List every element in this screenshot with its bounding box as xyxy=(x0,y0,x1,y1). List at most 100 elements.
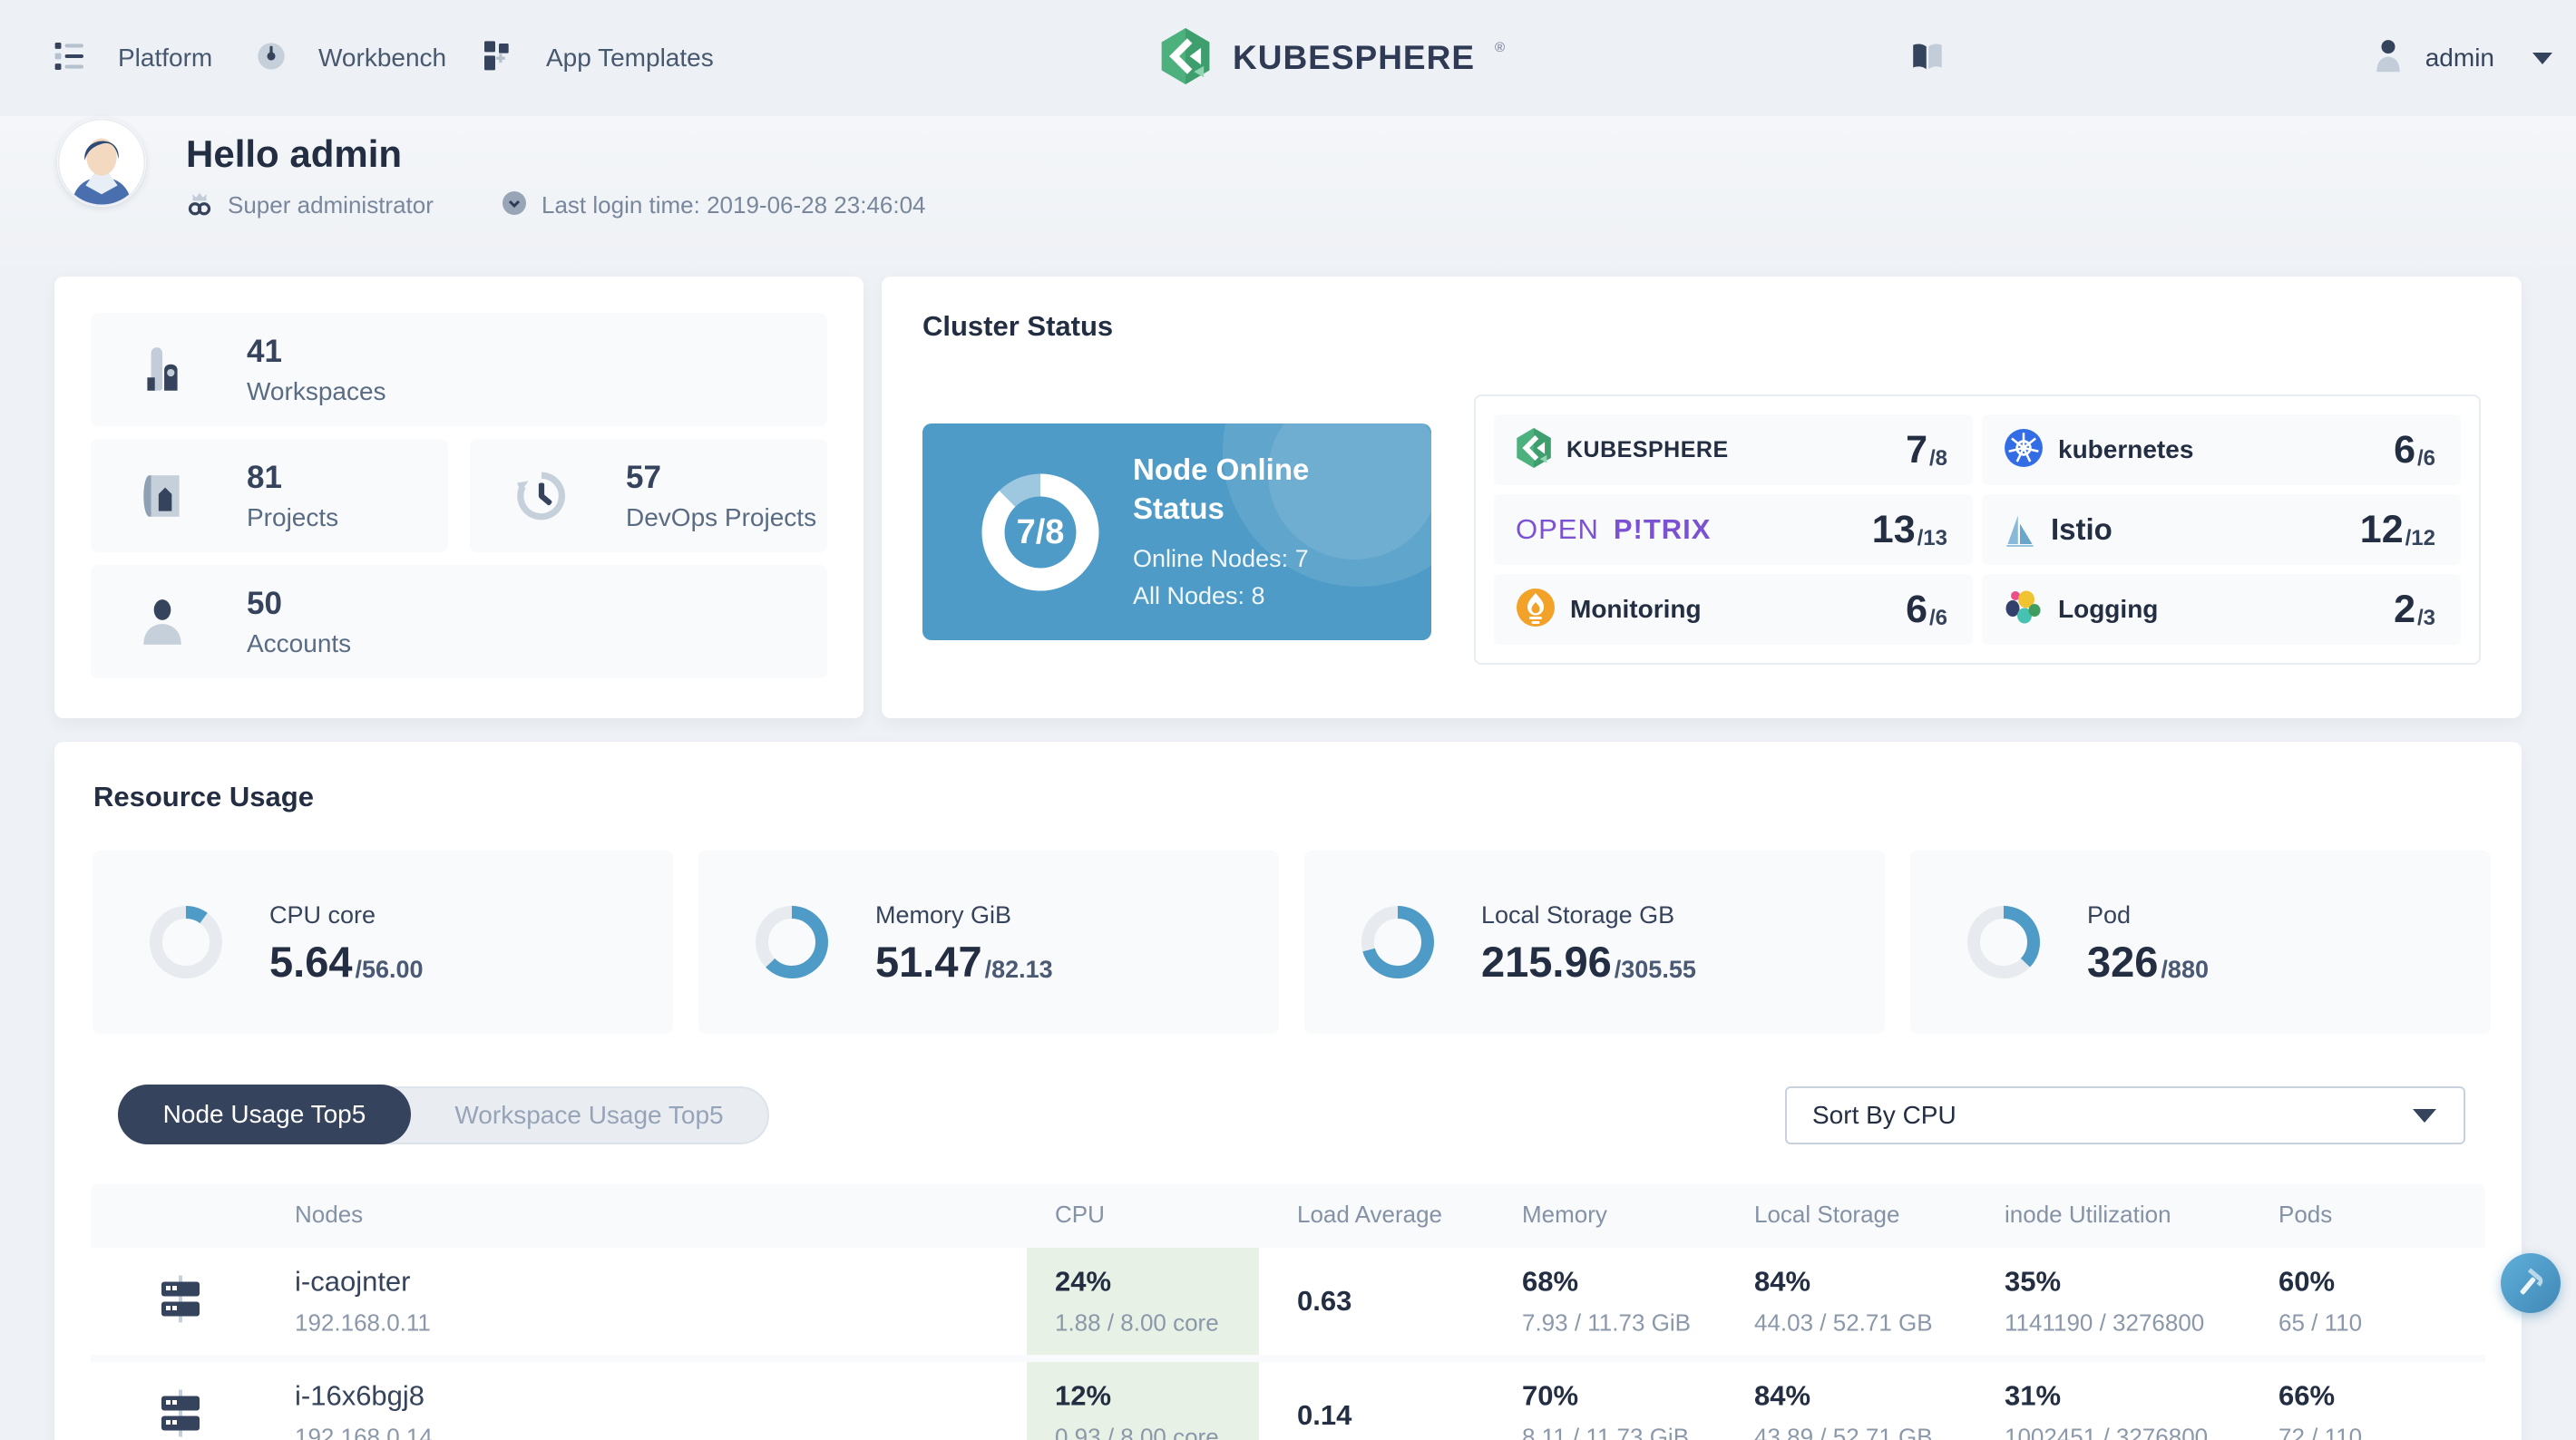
registered-mark: ® xyxy=(1495,39,1506,55)
stat-projects[interactable]: 81 Projects xyxy=(91,439,448,552)
server-icon xyxy=(156,1274,205,1329)
storage-donut xyxy=(1361,906,1434,978)
logo-wordmark: KUBESPHERE xyxy=(1233,39,1475,76)
kubesphere-icon xyxy=(1516,427,1552,472)
component-value: 2 xyxy=(2394,587,2415,631)
stat-value: 81 xyxy=(247,459,282,495)
storage-percent: 84% xyxy=(1754,1265,1811,1298)
component-value: 12 xyxy=(2359,507,2404,551)
usage-tabs: Node Usage Top5 Workspace Usage Top5 xyxy=(118,1085,769,1144)
gauge-total: /880 xyxy=(2161,956,2209,983)
hammer-icon xyxy=(2514,1266,2547,1301)
welcome-banner: Hello admin Super administrator Last log… xyxy=(0,116,2576,284)
cpu-percent: 24% xyxy=(1055,1265,1112,1298)
kubesphere-logo[interactable]: KUBESPHERE ® xyxy=(1158,0,1505,116)
nav-item-platform[interactable]: Platform xyxy=(54,0,212,116)
node-online-status-panel: 7/8 Node Online Status Online Nodes: 7 A… xyxy=(922,423,1431,640)
cpu-percent: 12% xyxy=(1055,1379,1112,1412)
table-row[interactable]: i-caojnter 192.168.0.11 24% 1.88 / 8.00 co… xyxy=(91,1248,2485,1355)
platform-list-icon xyxy=(54,42,85,74)
gauge-total: /82.13 xyxy=(984,956,1053,983)
toolbox-fab-button[interactable] xyxy=(2501,1253,2561,1313)
cpu-donut xyxy=(150,906,222,978)
pods-detail: 72 / 110 xyxy=(2278,1423,2363,1440)
column-header-pods: Pods xyxy=(2278,1201,2333,1228)
openpitrix-logo-light: OPEN xyxy=(1516,513,1599,545)
greeting-title: Hello admin xyxy=(186,132,403,175)
components-panel: KUBESPHERE 7/8 kubernetes 6/6 OPEN P!TRIX… xyxy=(1474,394,2481,665)
workbench-gauge-icon xyxy=(257,42,286,75)
avatar xyxy=(57,118,146,207)
cpu-highlight-cell xyxy=(1027,1248,1259,1355)
role-crown-icon xyxy=(186,190,213,220)
stat-workspaces[interactable]: 41 Workspaces xyxy=(91,313,827,426)
nav-item-workbench[interactable]: Workbench xyxy=(257,0,446,116)
load-average: 0.14 xyxy=(1297,1399,1352,1431)
login-check-icon xyxy=(502,190,527,220)
resource-usage-card: Resource Usage CPU core 5.64/56.00 Memory… xyxy=(54,742,2522,1440)
projects-icon xyxy=(136,470,189,522)
gauge-label: Pod xyxy=(2087,901,2132,929)
nav-item-label: Platform xyxy=(118,44,213,72)
memory-detail: 8.11 / 11.73 GiB xyxy=(1522,1423,1690,1440)
tab-node-usage-top5[interactable]: Node Usage Top5 xyxy=(118,1085,411,1144)
gauge-used: 326 xyxy=(2087,938,2159,986)
component-istio: Istio 12/12 xyxy=(1982,494,2461,565)
pods-detail: 65 / 110 xyxy=(2278,1309,2363,1337)
tab-workspace-usage-top5[interactable]: Workspace Usage Top5 xyxy=(454,1101,724,1129)
node-name: i-caojnter xyxy=(295,1265,411,1298)
chevron-down-icon xyxy=(2532,52,2552,64)
component-total: /6 xyxy=(1928,605,1947,630)
server-icon xyxy=(156,1388,205,1440)
user-menu[interactable]: admin xyxy=(2375,0,2552,116)
component-logging: Logging 2/3 xyxy=(1982,574,2461,645)
inode-percent: 35% xyxy=(2005,1265,2062,1298)
gauge-used: 5.64 xyxy=(269,938,353,986)
gauge-label: Memory GiB xyxy=(875,901,1012,929)
user-name: admin xyxy=(2425,44,2494,72)
overview-stats-card: 41 Workspaces 81 Projects 57 DevOps Project… xyxy=(54,277,864,718)
nav-item-app-templates[interactable]: App Templates xyxy=(484,0,714,116)
memory-percent: 68% xyxy=(1522,1265,1579,1298)
component-name: Istio xyxy=(2051,512,2113,546)
memory-donut xyxy=(756,906,828,978)
component-kubernetes: kubernetes 6/6 xyxy=(1982,414,2461,485)
cluster-status-title: Cluster Status xyxy=(922,310,1114,342)
component-monitoring: Monitoring 6/6 xyxy=(1494,574,1973,645)
sort-by-dropdown[interactable]: Sort By CPU xyxy=(1785,1086,2465,1144)
column-header-local-storage: Local Storage xyxy=(1754,1201,1900,1228)
component-total: /12 xyxy=(2405,525,2435,550)
node-name: i-16x6bgj8 xyxy=(295,1379,425,1412)
stat-label: Projects xyxy=(247,502,339,531)
docs-book-icon[interactable] xyxy=(1912,40,2304,79)
nav-item-label: Workbench xyxy=(318,44,447,72)
component-name: KUBESPHERE xyxy=(1566,436,1729,462)
app-templates-grid-icon xyxy=(484,40,513,76)
user-avatar-icon xyxy=(2375,35,2402,82)
memory-percent: 70% xyxy=(1522,1379,1579,1412)
last-login: Last login time: 2019-06-28 23:46:04 xyxy=(502,190,926,220)
stat-accounts[interactable]: 50 Accounts xyxy=(91,565,827,678)
component-value: 7 xyxy=(1906,427,1927,472)
component-total: /6 xyxy=(2416,445,2435,471)
node-ip: 192.168.0.14 xyxy=(295,1423,433,1440)
openpitrix-logo-bold: P!TRIX xyxy=(1613,513,1712,545)
istio-sail-icon xyxy=(2004,509,2036,551)
workspaces-icon xyxy=(136,344,189,396)
stat-value: 41 xyxy=(247,333,282,369)
gauge-cpu: CPU core 5.64/56.00 xyxy=(93,851,673,1034)
component-total: /3 xyxy=(2416,605,2435,630)
gauge-pod: Pod 326/880 xyxy=(1910,851,2491,1034)
inode-percent: 31% xyxy=(2005,1379,2062,1412)
cpu-detail: 0.93 / 8.00 core xyxy=(1055,1423,1219,1440)
table-row[interactable]: i-16x6bgj8 192.168.0.14 12% 0.93 / 8.00 co… xyxy=(91,1362,2485,1440)
memory-detail: 7.93 / 11.73 GiB xyxy=(1522,1309,1691,1337)
node-online-ratio: 7/8 xyxy=(1016,512,1065,551)
pods-percent: 66% xyxy=(2278,1379,2336,1412)
nav-right: admin xyxy=(1913,0,2576,116)
gauge-total: /56.00 xyxy=(355,956,424,983)
node-ip: 192.168.0.11 xyxy=(295,1309,431,1337)
sort-by-label: Sort By CPU xyxy=(1812,1101,1956,1129)
stat-devops-projects[interactable]: 57 DevOps Projects xyxy=(470,439,827,552)
